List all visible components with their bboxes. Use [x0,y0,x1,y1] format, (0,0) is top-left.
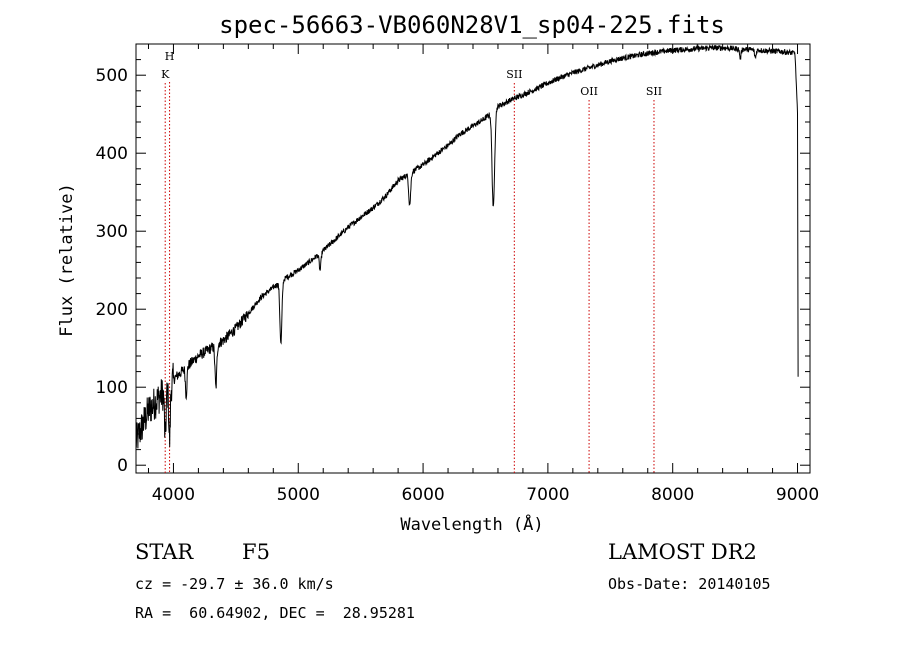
survey-name: LAMOST DR2 [608,540,757,564]
spectrum-line [135,44,799,449]
spectrum-series [135,44,799,449]
line-marker-label: SII [506,68,522,81]
y-axis-label: Flux (relative) [57,183,77,337]
y-tick-label: 500 [96,66,128,86]
line-markers: HK SII OII SII [161,50,662,473]
object-subclass: F5 [242,540,270,564]
y-tick-label: 200 [96,300,128,320]
line-marker-label: H [165,50,175,63]
redshift-readout: cz = -29.7 ± 36.0 km/s [135,575,334,593]
y-tick-label: 400 [96,144,128,164]
plot-frame [135,43,811,474]
x-axis-label: Wavelength (Å) [400,513,543,535]
x-tick-label: 5000 [277,485,320,505]
x-tick-label: 4000 [152,485,195,505]
y-tick-label: 300 [96,222,128,242]
obs-date: Obs-Date: 20140105 [608,575,771,593]
object-class: STAR [135,540,194,564]
line-marker-label: SII [646,85,662,98]
x-tick-label: 9000 [776,485,819,505]
coordinates: RA = 60.64902, DEC = 28.95281 [135,604,415,622]
x-tick-label: 6000 [401,485,444,505]
x-tick-label: 7000 [526,485,569,505]
y-tick-label: 0 [117,456,128,476]
line-marker-label: OII [580,85,598,98]
x-tick-label: 8000 [651,485,694,505]
line-marker-label: K [161,68,170,81]
chart-title: spec-56663-VB060N28V1_sp04-225.fits [219,11,725,39]
spectrum-chart: spec-56663-VB060N28V1_sp04-225.fits HK SI… [57,11,819,535]
axis-ticks: 4000 5000 6000 7000 8000 9000 0 100 200 300 400 500 [96,44,819,505]
y-tick-label: 100 [96,378,128,398]
